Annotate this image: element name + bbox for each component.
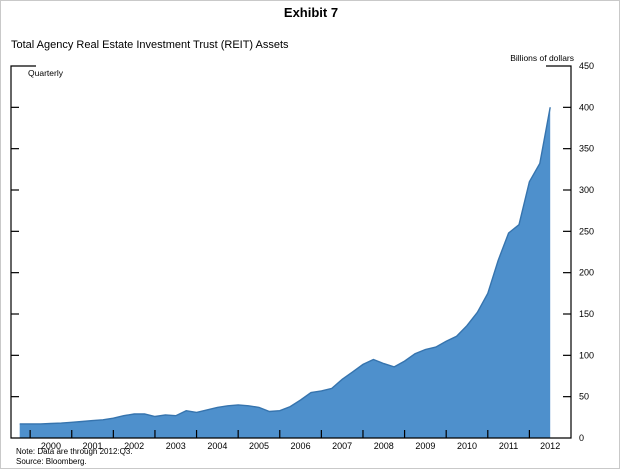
- y-axis-tick-label: 400: [579, 102, 594, 112]
- y-axis-tick-label: 450: [579, 61, 594, 71]
- chart-notes: Note: Data are through 2012:Q3. Source: …: [16, 447, 133, 466]
- y-axis-tick-label: 50: [579, 392, 589, 402]
- chart-title: Total Agency Real Estate Investment Trus…: [11, 39, 289, 51]
- x-axis-tick-label: 2010: [457, 441, 477, 451]
- x-axis-tick-label: 2012: [540, 441, 560, 451]
- x-axis-tick-label: 2001: [83, 441, 103, 451]
- y-axis-unit-label: Billions of dollars: [510, 53, 574, 63]
- area-top-line: [19, 107, 551, 425]
- y-axis-tick-label: 200: [579, 268, 594, 278]
- axis-frame: [10, 65, 572, 439]
- y-axis-tick-label: 250: [579, 226, 594, 236]
- x-axis-tick-label: 2002: [124, 441, 144, 451]
- x-axis-tick-label: 2004: [207, 441, 227, 451]
- source-line: Source: Bloomberg.: [16, 456, 87, 466]
- x-axis-tick-label: 2008: [374, 441, 394, 451]
- x-axis-tick-label: 2000: [41, 441, 61, 451]
- x-axis-tick-label: 2011: [499, 441, 518, 451]
- area-fill: [19, 107, 551, 439]
- x-axis-tick-label: 2006: [291, 441, 311, 451]
- y-axis-tick-label: 350: [579, 144, 594, 154]
- y-axis-tick-label: 100: [579, 350, 594, 360]
- x-axis-tick-label: 2003: [166, 441, 186, 451]
- x-axis-tick-label: 2007: [332, 441, 352, 451]
- exhibit-label: Exhibit 7: [283, 5, 339, 20]
- y-axis-tick-label: 150: [579, 309, 594, 319]
- y-axis-tick-label: 300: [579, 185, 594, 195]
- frequency-label: Quarterly: [28, 68, 63, 78]
- y-axis-tick-label: 0: [579, 433, 584, 443]
- x-axis-tick-label: 2009: [415, 441, 435, 451]
- note-line: Note: Data are through 2012:Q3.: [16, 447, 133, 456]
- x-axis-tick-label: 2005: [249, 441, 269, 451]
